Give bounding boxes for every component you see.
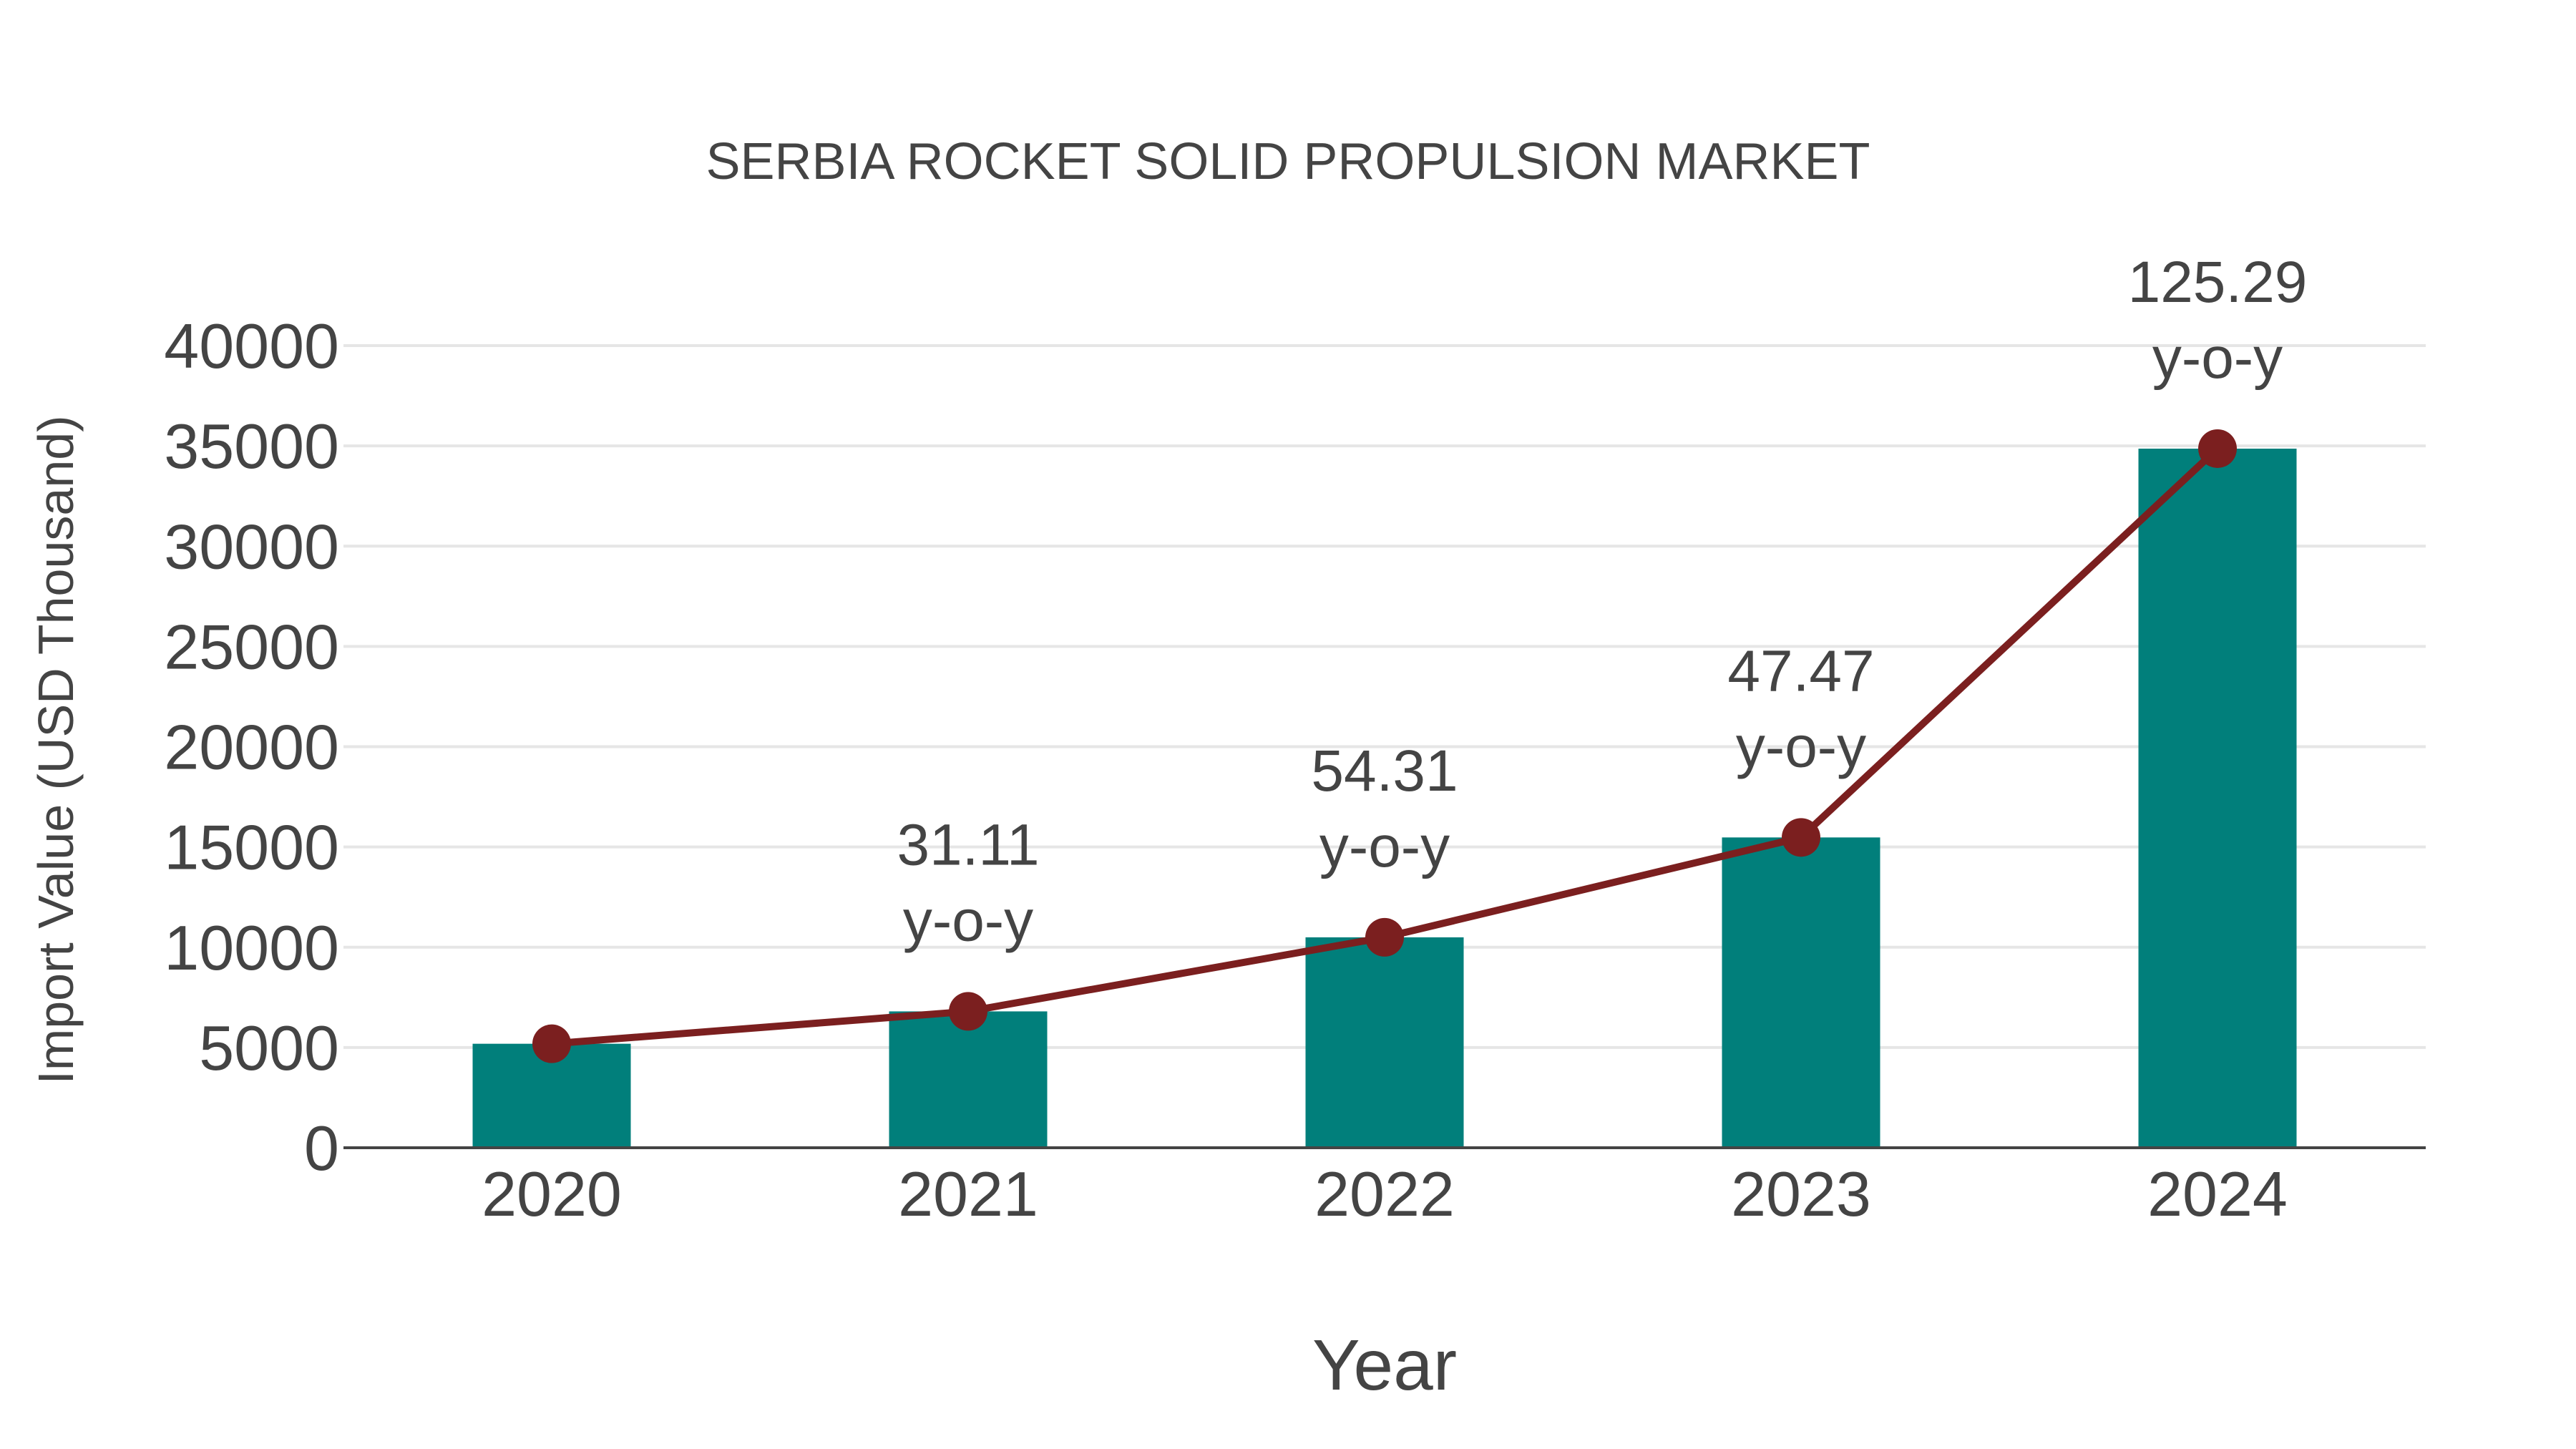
yoy-label: y-o-y (903, 888, 1033, 953)
yoy-label: y-o-y (2152, 326, 2283, 391)
y-tick-label: 15000 (164, 812, 339, 883)
y-tick-label: 20000 (164, 712, 339, 783)
chart-title: SERBIA ROCKET SOLID PROPULSION MARKET (706, 133, 1870, 190)
y-tick-label: 5000 (199, 1013, 339, 1083)
x-tick-label: 2021 (898, 1158, 1038, 1229)
y-tick-label: 35000 (164, 411, 339, 482)
x-tick-label: 2024 (2147, 1158, 2288, 1229)
yoy-value: 31.11 (897, 812, 1039, 877)
yoy-value: 47.47 (1727, 638, 1874, 703)
x-axis-title: Year (1312, 1325, 1457, 1405)
marker-2024 (2198, 429, 2237, 468)
yoy-annotations: 31.11 y-o-y 54.31 y-o-y 47.47 y-o-y 125.29 y-o-… (897, 250, 2307, 953)
yoy-value: 54.31 (1311, 738, 1458, 804)
line-markers (532, 429, 2237, 1063)
y-tick-label: 10000 (164, 912, 339, 983)
bar-2021 (889, 1011, 1048, 1148)
bar-2024 (2138, 448, 2297, 1148)
x-axis-ticks: 2020 2021 2022 2023 2024 (482, 1158, 2288, 1229)
bar-2022 (1305, 937, 1464, 1148)
x-tick-label: 2023 (1731, 1158, 1871, 1229)
y-tick-label: 0 (304, 1113, 339, 1184)
marker-2021 (949, 992, 987, 1031)
y-axis-title: Import Value (USD Thousand) (28, 415, 84, 1084)
x-tick-label: 2022 (1314, 1158, 1455, 1229)
y-axis-ticks: 0 5000 10000 15000 20000 25000 30000 35000 40000 (164, 311, 339, 1184)
bar-series (472, 448, 2297, 1148)
bar-2023 (1722, 837, 1880, 1148)
marker-2022 (1365, 917, 1404, 957)
yoy-label: y-o-y (1319, 814, 1450, 879)
yoy-value: 125.29 (2128, 250, 2308, 315)
gridlines (343, 344, 2426, 1049)
y-tick-label: 40000 (164, 311, 339, 381)
y-tick-label: 25000 (164, 611, 339, 682)
marker-2020 (532, 1024, 571, 1063)
marker-2023 (1782, 818, 1820, 857)
x-tick-label: 2020 (482, 1158, 622, 1229)
yoy-label: y-o-y (1736, 714, 1866, 779)
y-tick-label: 30000 (164, 511, 339, 582)
